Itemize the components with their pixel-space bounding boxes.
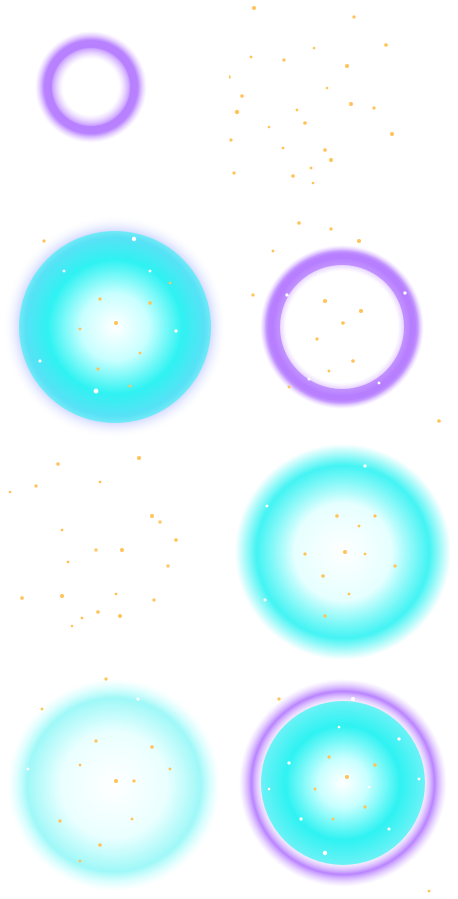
purple-ring-icon <box>35 31 147 143</box>
frame-4-purple-ring-sparkles <box>229 211 458 440</box>
purple-ring-sparkles-icon <box>251 221 441 423</box>
frame-7-cyan-disc-soft <box>0 669 229 899</box>
sparkle-particles-icon <box>8 456 178 628</box>
frame-8-purple-ring-cyan-disc <box>229 669 458 899</box>
frame-2-sparkles <box>229 0 458 211</box>
purple-ring-cyan-disc-icon <box>239 679 447 893</box>
frame-3-cyan-disc-halo <box>0 211 229 440</box>
frame-1-purple-ring <box>0 0 229 211</box>
cyan-energy-disc-soft-icon <box>8 677 220 891</box>
cyan-energy-disc-icon <box>235 444 451 660</box>
cyan-energy-disc-icon <box>3 215 227 439</box>
sparkle-particles-icon <box>229 6 394 185</box>
frame-6-cyan-disc <box>229 440 458 669</box>
frame-5-sparkles <box>0 440 229 669</box>
